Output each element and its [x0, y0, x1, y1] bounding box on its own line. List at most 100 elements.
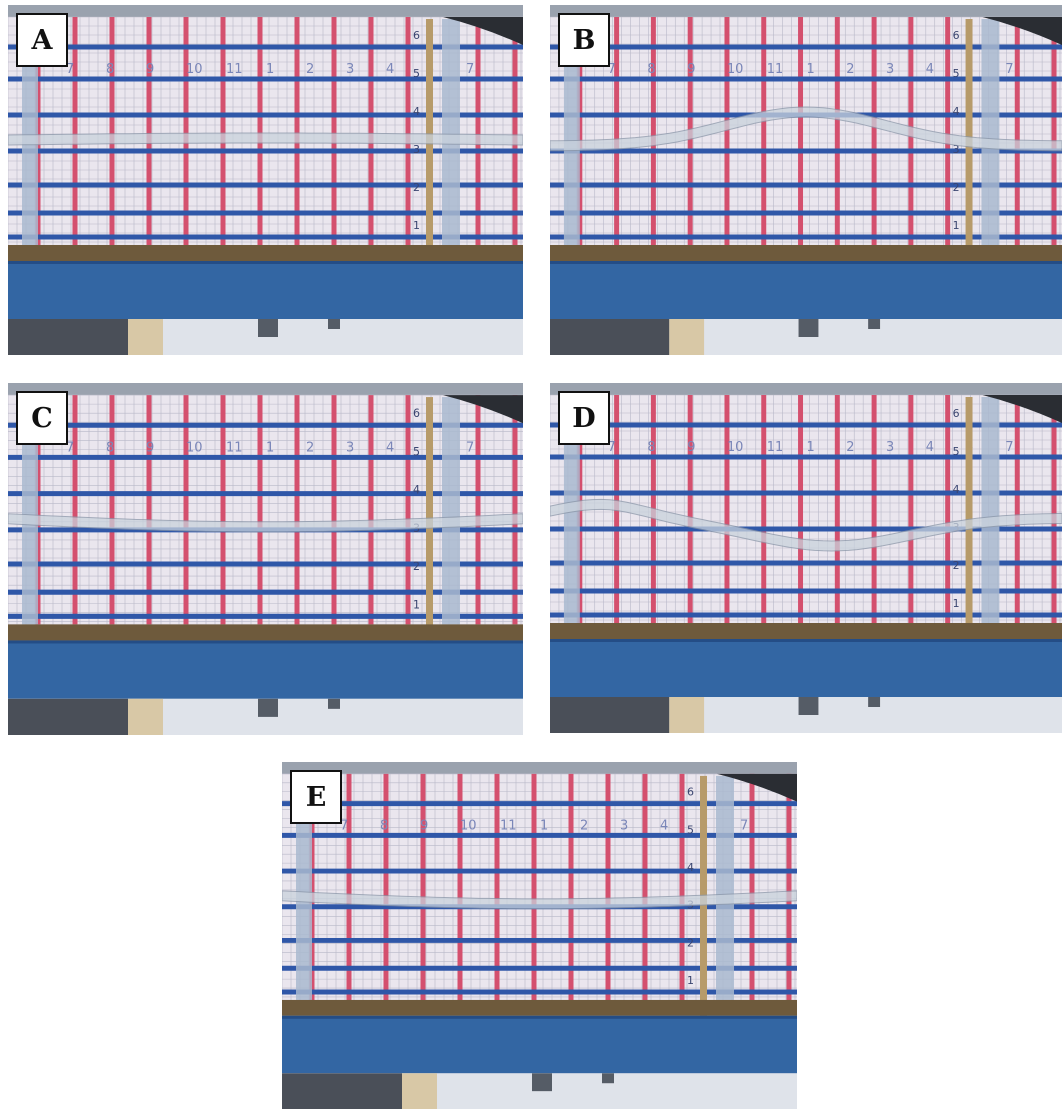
- vertical-ruler: [22, 19, 38, 245]
- board-number: 2: [846, 440, 854, 455]
- board-number: 7: [66, 440, 74, 455]
- panel-label: E: [290, 770, 342, 824]
- floor-fixture: [328, 698, 340, 709]
- ruler-number: 2: [413, 181, 420, 194]
- tank-rail: [550, 245, 1062, 261]
- board-number: 3: [346, 62, 354, 77]
- board-number: 8: [106, 440, 114, 455]
- tank-photo: 7891011123457654321: [8, 383, 523, 735]
- water-surface: [8, 132, 523, 146]
- ruler-number: 2: [687, 936, 694, 949]
- table-leg: [128, 319, 163, 355]
- red-grid-lines: [35, 395, 518, 625]
- vertical-ruler: [442, 19, 460, 245]
- ruler-number: 6: [413, 29, 420, 42]
- board-number: 7: [608, 440, 616, 455]
- board-number: 2: [846, 62, 854, 77]
- hose: [717, 773, 797, 802]
- ruler-numbers: 6 5 4 3 2 1: [413, 29, 420, 232]
- ruler-number: 5: [687, 823, 694, 836]
- vertical-ruler: [296, 775, 312, 1000]
- board-number: 11: [226, 440, 243, 455]
- table-leg: [669, 697, 705, 733]
- ruler-number: 1: [687, 974, 694, 987]
- tank-photo: 7891011123457654321: [550, 383, 1062, 733]
- water-surface: [550, 106, 1062, 152]
- board-number: 4: [926, 62, 934, 77]
- board-number: 1: [266, 440, 274, 455]
- tank-base-edge: [8, 640, 523, 644]
- ruler-number: 2: [953, 559, 960, 572]
- board-number: 8: [647, 62, 655, 77]
- floor-fixture: [532, 1073, 552, 1092]
- board-number: 7: [466, 62, 474, 77]
- board-number: 3: [886, 62, 894, 77]
- board-number: 8: [380, 818, 388, 833]
- tank-base: [550, 261, 1062, 319]
- board-number: 7: [608, 62, 616, 77]
- dark-equipment: [8, 319, 128, 355]
- hose: [982, 17, 1062, 45]
- board-number: 11: [767, 440, 783, 455]
- ruler-number: 1: [413, 598, 420, 611]
- floor-fixture: [258, 319, 278, 337]
- ruler-number: 1: [953, 597, 960, 610]
- vertical-ruler: [981, 19, 1000, 245]
- panel-label: C: [16, 391, 68, 445]
- board-number: 1: [806, 440, 814, 455]
- tank-top-edge: [550, 5, 1062, 17]
- red-grid-lines: [35, 17, 518, 245]
- board-number: 2: [580, 818, 588, 833]
- tank-base-edge: [550, 261, 1062, 264]
- floor-fixture: [602, 1073, 614, 1084]
- ruler-number: 4: [413, 484, 420, 497]
- ruler-number: 4: [953, 483, 960, 496]
- tank-base-edge: [282, 1015, 797, 1019]
- board-number: 11: [767, 62, 783, 77]
- panel-a: 7891011123457654321 A: [8, 5, 523, 355]
- tank-photo: 7891011123457654321: [550, 5, 1062, 355]
- floor-fixture: [868, 697, 881, 707]
- tank-base: [282, 1015, 797, 1074]
- tank-rail: [8, 624, 523, 641]
- board-number: 10: [186, 62, 203, 77]
- table-leg: [128, 698, 163, 735]
- ruler-number: 4: [413, 105, 420, 118]
- ruler-number: 1: [953, 219, 960, 232]
- board-number: 9: [146, 440, 154, 455]
- board-number: 10: [727, 62, 743, 77]
- ruler-number: 4: [953, 105, 960, 118]
- hose: [443, 17, 523, 45]
- table-leg: [669, 319, 705, 355]
- tank-base: [550, 639, 1062, 697]
- board-number: 10: [460, 818, 477, 833]
- board-number: 2: [306, 62, 314, 77]
- dark-equipment: [8, 698, 128, 735]
- panel-label: D: [558, 391, 610, 445]
- board-number: 4: [926, 440, 934, 455]
- panel-d: 7891011123457654321 D: [550, 383, 1062, 733]
- panel-e: 7891011123457654321 E: [282, 762, 797, 1109]
- tank-rail: [282, 999, 797, 1016]
- panel-label: A: [16, 13, 68, 67]
- board-number: 4: [386, 440, 394, 455]
- tank-photo: 7891011123457654321: [282, 762, 797, 1109]
- ruler-number: 3: [413, 143, 420, 156]
- ruler-number: 2: [953, 181, 960, 194]
- board-number: 9: [687, 62, 695, 77]
- board-number: 3: [886, 440, 894, 455]
- tank-rail: [8, 245, 523, 261]
- tank-photo: 7891011123457654321: [8, 5, 523, 355]
- ruler-number: 3: [953, 143, 960, 156]
- tank-top-edge: [8, 5, 523, 17]
- dark-equipment: [550, 319, 670, 355]
- tank-base-edge: [550, 639, 1062, 642]
- ruler-numbers: 6 5 4 3 2 1: [953, 29, 960, 232]
- dark-equipment: [550, 697, 670, 733]
- board-numbers: 7891011123457: [66, 440, 474, 455]
- floor-fixture: [868, 319, 881, 329]
- vertical-ruler: [563, 19, 580, 245]
- vertical-ruler: [716, 775, 734, 1000]
- ruler-number: 5: [953, 445, 960, 458]
- tank-top-edge: [8, 383, 523, 396]
